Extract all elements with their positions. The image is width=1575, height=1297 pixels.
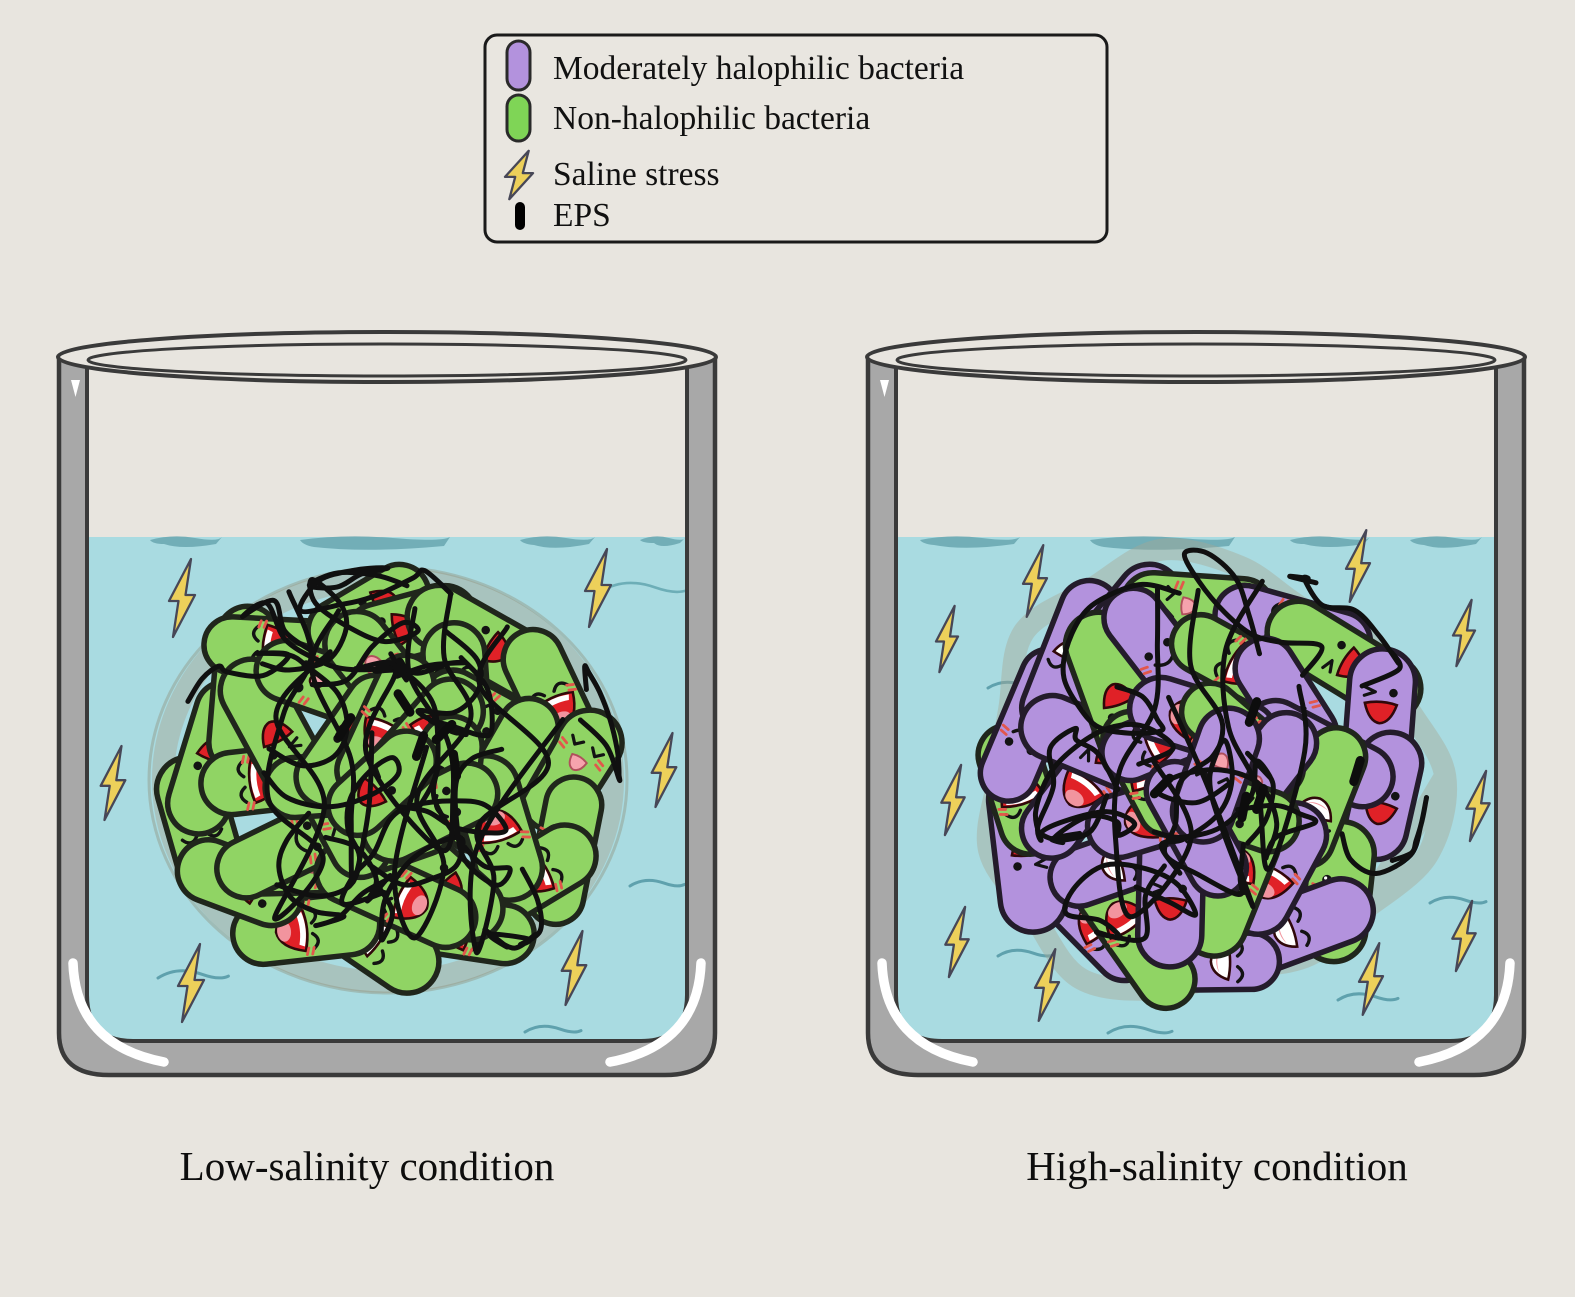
svg-text:High-salinity condition: High-salinity condition <box>1026 1143 1408 1189</box>
svg-text:Saline stress: Saline stress <box>553 156 720 193</box>
svg-text:EPS: EPS <box>553 197 611 234</box>
svg-text:Moderately halophilic bacteria: Moderately halophilic bacteria <box>553 50 964 87</box>
svg-text:Low-salinity condition: Low-salinity condition <box>180 1143 555 1189</box>
svg-text:Non-halophilic bacteria: Non-halophilic bacteria <box>553 100 870 137</box>
